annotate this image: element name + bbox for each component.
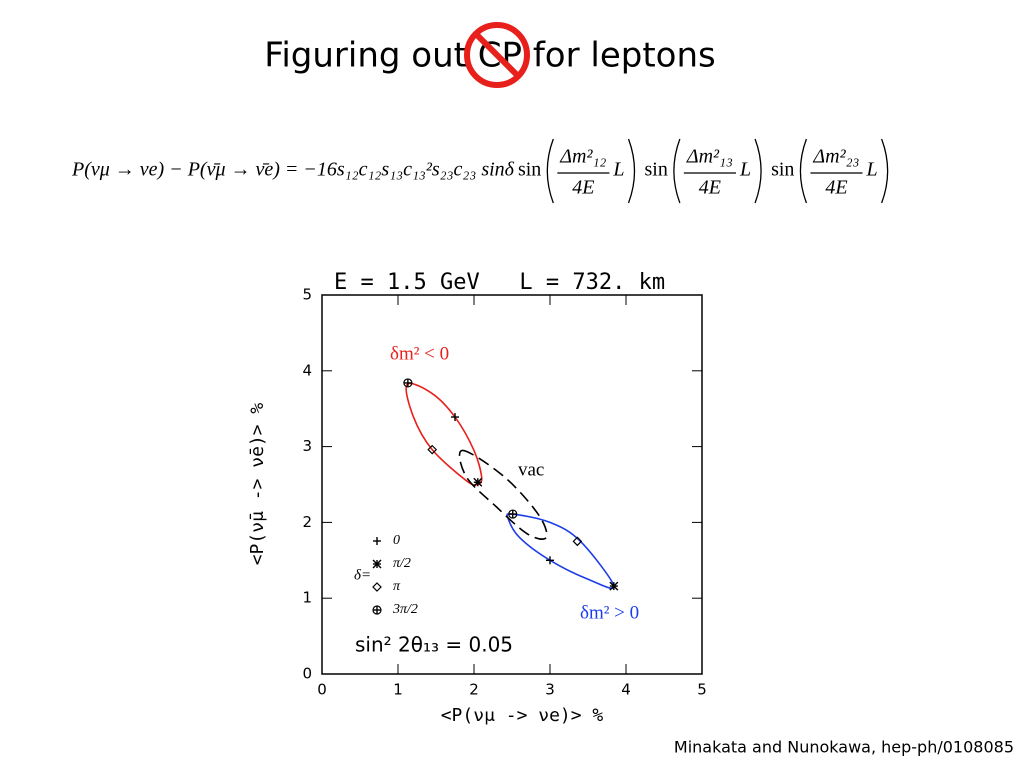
variable: L xyxy=(866,159,878,181)
marker-diamond xyxy=(372,582,382,592)
denominator: 4E xyxy=(825,177,847,199)
marker-ring xyxy=(403,378,413,388)
paren xyxy=(754,138,762,204)
function-name: sin xyxy=(645,159,668,181)
denominator: 4E xyxy=(699,177,721,199)
legend-label: 0 xyxy=(393,533,400,548)
variable: L xyxy=(612,159,624,181)
y-tick-label: 0 xyxy=(302,665,312,683)
legend-title: δ= xyxy=(354,567,371,583)
y-axis-label: <P(ν̄μ -> ν̄e)> % xyxy=(247,403,268,566)
citation: Minakata and Nunokawa, hep-ph/0108085 xyxy=(674,738,1014,757)
marker-diamond xyxy=(427,444,438,455)
denominator: 4E xyxy=(572,177,594,199)
legend-label: 3π/2 xyxy=(392,602,418,617)
slide-title: Figuring out CP for leptons xyxy=(264,36,715,76)
numerator: Δm²₂₃ xyxy=(812,146,859,168)
x-tick-label: 2 xyxy=(469,681,479,699)
paren xyxy=(546,138,554,204)
plot: E = 1.5 GeV L = 732. km 0 1 2 3 4 5 0 1 2 3 4 5 <P(νμ… xyxy=(247,270,707,726)
y-tick-label: 5 xyxy=(302,286,312,304)
legend-label: π xyxy=(393,579,401,594)
chart-title: E = 1.5 GeV L = 732. km xyxy=(334,270,665,295)
variable: L xyxy=(739,159,751,181)
curve-label: δm² > 0 xyxy=(580,602,639,623)
marker-stroke xyxy=(609,581,619,591)
paren xyxy=(627,138,636,204)
curve-label: vac xyxy=(518,459,544,480)
x-tick-label: 3 xyxy=(545,681,555,699)
x-axis-label: <P(νμ -> νe)> % xyxy=(441,705,604,726)
annotation: sin² 2θ₁₃ = 0.05 xyxy=(355,633,513,657)
equation-lhs: P(νμ → νe) − P(ν̄μ → ν̄e) = −16s₁₂c₁₂s₁₃… xyxy=(71,159,515,181)
data-point xyxy=(572,536,583,547)
y-tick-label: 2 xyxy=(302,513,312,531)
plot-frame xyxy=(321,294,703,675)
data-point xyxy=(473,477,483,487)
curve xyxy=(405,382,483,486)
curve xyxy=(458,449,548,540)
marker-ring xyxy=(372,605,382,615)
data-point xyxy=(546,556,554,565)
data-point xyxy=(451,413,459,422)
curve xyxy=(506,513,615,590)
paren xyxy=(673,138,681,204)
curve-label: δm² < 0 xyxy=(390,343,449,364)
numerator: Δm²₁₂ xyxy=(559,146,606,168)
no-sign xyxy=(464,22,530,88)
y-tick-label: 1 xyxy=(302,589,312,607)
legend-label: π/2 xyxy=(393,556,411,571)
function-name: sin xyxy=(771,159,794,181)
legend-marker xyxy=(372,582,382,592)
marker-diamond xyxy=(572,536,583,547)
function-name: sin xyxy=(518,159,541,181)
paren xyxy=(881,138,889,204)
marker-ring xyxy=(508,509,518,519)
legend-marker xyxy=(372,559,382,569)
numerator: Δm²₁₃ xyxy=(686,146,733,168)
marker-stroke xyxy=(473,477,483,487)
paren xyxy=(799,138,808,204)
legend-marker xyxy=(372,605,382,615)
equation-factors: sin Δm²₁₂ 4E L sin Δm²₁₃ 4E L sin Δm²₂₃ 4E L xyxy=(518,138,889,204)
data-point xyxy=(403,378,413,388)
x-tick-label: 0 xyxy=(317,681,327,699)
data-point xyxy=(427,444,438,455)
y-tick-label: 3 xyxy=(302,437,312,455)
x-tick-label: 1 xyxy=(393,681,403,699)
x-tick-label: 4 xyxy=(621,681,631,699)
data-point xyxy=(609,581,619,591)
legend-marker xyxy=(373,537,381,545)
marker-stroke xyxy=(372,559,382,569)
y-tick-label: 4 xyxy=(302,361,312,379)
data-point xyxy=(508,509,518,519)
x-tick-label: 5 xyxy=(697,681,707,699)
